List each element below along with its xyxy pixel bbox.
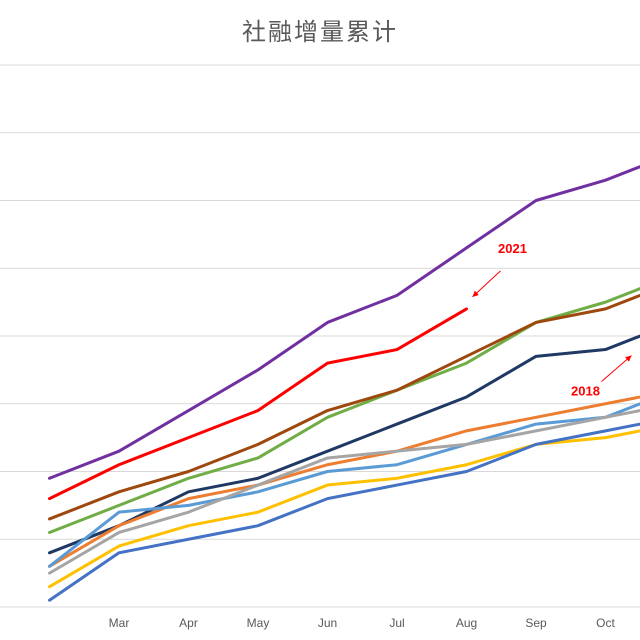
x-tick-label: Jun — [318, 616, 337, 630]
series-line-8 — [48, 429, 640, 589]
series-line-3 — [48, 293, 640, 521]
series-lines — [48, 165, 640, 602]
x-tick-label: Aug — [456, 616, 477, 630]
annotation-label: 2021 — [498, 241, 527, 256]
series-line-2021 — [48, 307, 468, 501]
series-line-6 — [48, 402, 640, 568]
series-line-2 — [48, 287, 640, 534]
x-tick-label: Jul — [389, 616, 404, 630]
gridlines — [0, 64, 640, 608]
chart-title: 社融增量累计 — [242, 18, 398, 46]
x-tick-label: Apr — [179, 616, 198, 630]
annotation-arrow — [472, 270, 501, 298]
x-axis-ticks: MarAprMayJunJulAugSepOctNov — [109, 616, 616, 630]
x-tick-label: Sep — [525, 616, 547, 630]
x-tick-label: Mar — [109, 616, 130, 630]
x-tick-label: May — [247, 616, 270, 630]
series-line-2018 — [48, 334, 640, 555]
series-line-0 — [48, 165, 640, 480]
series-line-9 — [48, 422, 640, 602]
annotations: 2021 2018 — [472, 241, 632, 399]
x-tick-label: Oct — [596, 616, 615, 630]
annotation-arrow — [601, 355, 632, 382]
annotation-label: 2018 — [571, 384, 600, 399]
series-line-7 — [48, 409, 640, 575]
